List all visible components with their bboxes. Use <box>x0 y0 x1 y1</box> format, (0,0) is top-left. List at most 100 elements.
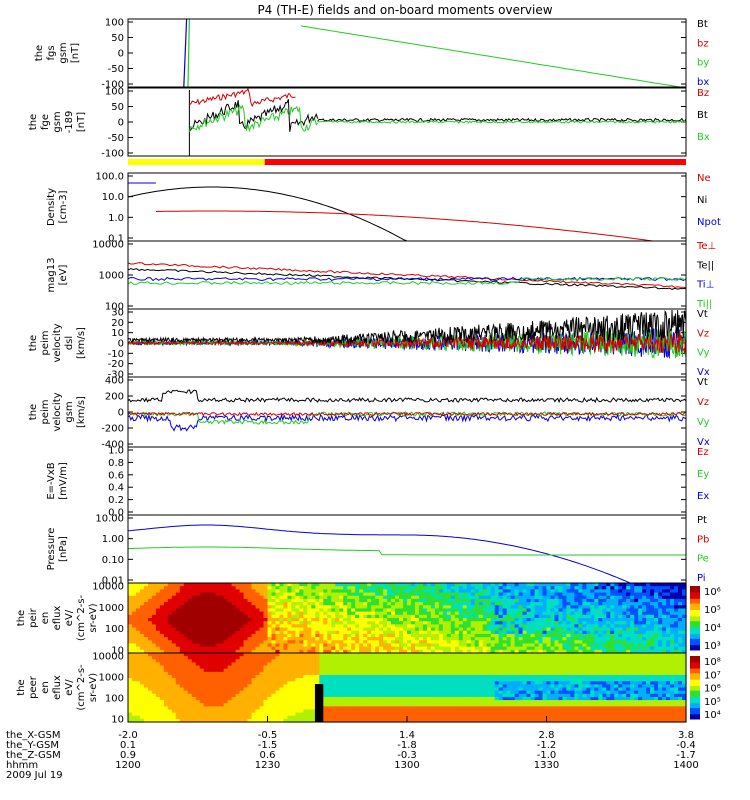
spectrogram-cell <box>610 627 615 632</box>
spectrogram-cell <box>227 696 233 701</box>
spectrogram-cell <box>347 712 352 717</box>
spectrogram-cell <box>610 608 615 613</box>
spectrogram-cell <box>614 621 619 625</box>
spectrogram-cell <box>291 598 296 603</box>
spectrogram-cell <box>339 614 344 619</box>
spectrogram-cell <box>359 595 364 600</box>
spectrogram-cell <box>199 671 205 676</box>
spectrogram-cell <box>526 618 532 622</box>
spectrogram-cell <box>267 668 273 673</box>
spectrogram-cell <box>323 586 328 590</box>
spectrogram-cell <box>159 592 165 597</box>
spectrogram-cell <box>255 703 261 707</box>
spectrogram-cell <box>128 712 133 717</box>
spectrogram-cell <box>578 605 583 610</box>
spectrogram-cell <box>367 690 372 695</box>
spectrogram-cell <box>626 595 631 600</box>
spectrogram-cell <box>363 706 368 711</box>
spectrogram-cell <box>618 614 623 619</box>
spectrogram-cell <box>434 595 440 600</box>
spectrogram-cell <box>678 608 683 613</box>
spectrogram-cell <box>602 583 607 587</box>
spectrogram-cell <box>474 583 480 587</box>
spectrogram-cell <box>147 662 153 667</box>
spectrogram-cell <box>199 618 205 622</box>
spectrogram-cell <box>367 715 372 720</box>
spectrogram-cell <box>163 659 169 664</box>
spectrogram-cell <box>155 586 161 590</box>
spectrogram-cell <box>231 608 237 613</box>
spectrogram-cell <box>410 709 416 714</box>
spectrogram-cell <box>554 643 560 648</box>
spectrogram-cell <box>339 681 344 685</box>
spectrogram-cell <box>331 687 336 692</box>
spectrogram-cell <box>275 659 281 664</box>
spectrogram-cell <box>195 674 201 679</box>
spectrogram-cell <box>450 602 456 606</box>
spectrogram-cell <box>399 706 404 711</box>
spectrogram-cell <box>410 687 416 692</box>
spectrogram-cell <box>610 602 615 606</box>
spectrogram-cell <box>367 586 372 590</box>
spectrogram-cell <box>506 637 512 641</box>
spectrogram-cell <box>514 595 520 600</box>
spectrogram-cell <box>590 608 595 613</box>
spectrogram-cell <box>231 709 237 714</box>
spectrogram-cell <box>191 586 197 590</box>
spectrogram-cell <box>403 684 408 689</box>
spectrogram-cell <box>630 618 635 622</box>
spectrogram-cell <box>303 656 308 660</box>
legend-entry: Vx <box>697 437 710 448</box>
spectrogram-cell <box>343 621 348 625</box>
spectrogram-cell <box>391 703 396 707</box>
spectrogram-cell <box>227 700 233 704</box>
spectrogram-cell <box>183 718 189 723</box>
spectrogram-cell <box>335 684 340 689</box>
spectrogram-cell <box>682 618 687 622</box>
spectrogram-cell <box>259 653 265 657</box>
spectrogram-cell <box>490 583 496 587</box>
spectrogram-cell <box>399 668 404 673</box>
spectrogram-cell <box>395 598 400 603</box>
spectrogram-cell <box>311 605 316 610</box>
spectrogram-cell <box>255 649 261 654</box>
spectrogram-cell <box>303 611 308 616</box>
spectrogram-cell <box>195 598 201 603</box>
spectrogram-cell <box>606 602 611 606</box>
colorbar-cell <box>690 626 700 629</box>
spectrogram-cell <box>379 674 384 679</box>
spectrogram-cell <box>434 618 440 622</box>
spectrogram-cell <box>275 706 281 711</box>
spectrogram-cell <box>414 718 420 723</box>
spectrogram-cell <box>395 586 400 590</box>
spectrogram-cell <box>295 608 300 613</box>
spectrogram-cell <box>251 633 257 638</box>
spectrogram-cell <box>327 649 332 654</box>
spectrogram-cell <box>598 595 603 600</box>
spectrogram-cell <box>538 630 544 635</box>
spectrogram-cell <box>574 633 579 638</box>
spectrogram-cell <box>379 586 384 590</box>
spectrogram-cell <box>183 618 189 622</box>
spectrogram-cell <box>403 621 408 625</box>
spectrogram-cell <box>283 653 289 657</box>
spectrogram-cell <box>171 598 177 603</box>
spectrogram-cell <box>131 684 137 689</box>
spectrogram-cell <box>243 589 249 594</box>
spectrogram-cell <box>578 608 583 613</box>
spectrogram-cell <box>387 703 392 707</box>
spectrogram-cell <box>602 605 607 610</box>
spectrogram-cell <box>195 687 201 692</box>
spectrogram-cell <box>275 633 281 638</box>
spectrogram-cell <box>574 598 579 603</box>
spectrogram-cell <box>518 649 524 654</box>
spectrogram-cell <box>128 678 133 682</box>
spectrogram-cell <box>383 674 388 679</box>
spectrogram-cell <box>674 589 679 594</box>
spectrogram-cell <box>291 633 296 638</box>
spectrogram-cell <box>414 668 420 673</box>
y-axis-label: [nT] <box>70 43 81 63</box>
spectrogram-cell <box>215 703 221 707</box>
spectrogram-cell <box>219 693 225 698</box>
spectrogram-cell <box>351 718 356 723</box>
